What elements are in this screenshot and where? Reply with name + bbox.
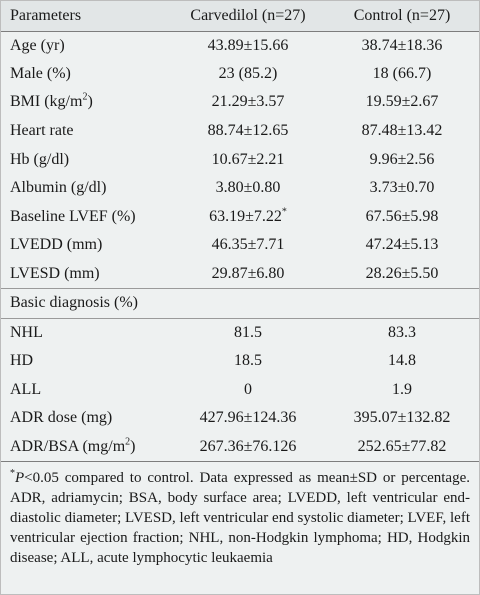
carvedilol-value: 46.35±7.71 — [211, 236, 285, 254]
control-value: 67.56±5.98 — [365, 207, 439, 225]
table-row: LVESD (mm) 29.87±6.80 28.26±5.50 — [1, 260, 479, 289]
table-row: Hb (g/dl) 10.67±2.21 9.96±2.56 — [1, 145, 479, 174]
row-label: BMI (kg/m2) — [1, 88, 171, 117]
carvedilol-value: 10.67±2.21 — [211, 150, 285, 168]
row-label-suffix: ) — [130, 438, 136, 456]
superscript: 2 — [125, 436, 131, 448]
table-row: HD 18.5 14.8 — [1, 347, 479, 376]
footnote-text: <0.05 compared to control. Data expresse… — [10, 470, 470, 567]
control-value: 3.73±0.70 — [369, 179, 435, 197]
control-value: 252.65±77.82 — [357, 438, 447, 456]
footnote-asterisk: * — [10, 468, 15, 480]
row-label: ADR dose (mg) — [10, 409, 113, 427]
header-carvedilol: Carvedilol (n=27) — [171, 1, 325, 32]
row-label: Male (%) — [10, 64, 71, 82]
carvedilol-value: 18.5 — [234, 352, 262, 370]
table-row: ADR/BSA (mg/m2) 267.36±76.126 252.65±77.… — [1, 433, 479, 462]
row-label-text: ADR/BSA (mg/m — [10, 438, 126, 456]
superscript: 2 — [82, 92, 88, 104]
table-row: Baseline LVEF (%) 63.19±7.22* 67.56±5.98 — [1, 203, 479, 232]
carvedilol-value: 21.29±3.57 — [211, 93, 285, 111]
carvedilol-value-text: 63.19±7.22 — [209, 207, 282, 225]
control-value: 9.96±2.56 — [369, 150, 435, 168]
table-row: ADR dose (mg) 427.96±124.36 395.07±132.8… — [1, 404, 479, 433]
table-row: Age (yr) 43.89±15.66 38.74±18.36 — [1, 31, 479, 60]
control-value: 395.07±132.82 — [353, 409, 451, 427]
carvedilol-value: 81.5 — [234, 323, 262, 341]
row-label: HD — [10, 352, 34, 370]
header-parameters: Parameters — [1, 1, 171, 32]
row-label: ADR/BSA (mg/m2) — [1, 433, 171, 462]
significance-marker: * — [281, 206, 287, 218]
row-label: NHL — [10, 323, 43, 341]
table-row: Heart rate 88.74±12.65 87.48±13.42 — [1, 117, 479, 146]
carvedilol-value: 63.19±7.22* — [171, 203, 325, 232]
row-label: Age (yr) — [10, 36, 65, 54]
control-value: 19.59±2.67 — [365, 93, 439, 111]
section-row: Basic diagnosis (%) — [1, 287, 479, 319]
carvedilol-value: 88.74±12.65 — [207, 122, 289, 140]
table-row: Albumin (g/dl) 3.80±0.80 3.73±0.70 — [1, 174, 479, 203]
carvedilol-value: 23 (85.2) — [218, 64, 278, 82]
control-value: 1.9 — [392, 380, 412, 398]
control-value: 87.48±13.42 — [361, 122, 443, 140]
header-control: Control (n=27) — [325, 1, 479, 32]
control-value: 28.26±5.50 — [365, 264, 439, 282]
table-row: LVEDD (mm) 46.35±7.71 47.24±5.13 — [1, 231, 479, 260]
carvedilol-value: 3.80±0.80 — [215, 179, 281, 197]
carvedilol-value: 0 — [244, 380, 252, 398]
row-label: LVESD (mm) — [10, 264, 100, 282]
carvedilol-value: 43.89±15.66 — [207, 36, 289, 54]
row-label: LVEDD (mm) — [10, 236, 103, 254]
carvedilol-value: 267.36±76.126 — [199, 438, 297, 456]
row-label-text: BMI (kg/m — [10, 93, 83, 111]
header-row: Parameters Carvedilol (n=27) Control (n=… — [1, 1, 479, 32]
table-footnote: *P<0.05 compared to control. Data expres… — [1, 461, 479, 568]
control-value: 38.74±18.36 — [361, 36, 443, 54]
carvedilol-value: 427.96±124.36 — [199, 409, 297, 427]
table-row: BMI (kg/m2) 21.29±3.57 19.59±2.67 — [1, 88, 479, 117]
row-label: Hb (g/dl) — [10, 150, 70, 168]
row-label: Albumin (g/dl) — [10, 179, 107, 197]
row-label: Heart rate — [10, 122, 74, 140]
control-value: 47.24±5.13 — [365, 236, 439, 254]
footnote-p: P — [15, 470, 25, 487]
table-row: Male (%) 23 (85.2) 18 (66.7) — [1, 60, 479, 89]
control-value: 83.3 — [388, 323, 416, 341]
row-label-suffix: ) — [87, 93, 93, 111]
carvedilol-value: 29.87±6.80 — [211, 264, 285, 282]
table-row: NHL 81.5 83.3 — [1, 318, 479, 347]
table-row: ALL 0 1.9 — [1, 376, 479, 405]
section-label: Basic diagnosis (%) — [1, 287, 479, 319]
data-table: Parameters Carvedilol (n=27) Control (n=… — [1, 1, 479, 461]
control-value: 18 (66.7) — [372, 64, 432, 82]
row-label: Baseline LVEF (%) — [10, 207, 136, 225]
control-value: 14.8 — [388, 352, 416, 370]
row-label: ALL — [10, 380, 42, 398]
